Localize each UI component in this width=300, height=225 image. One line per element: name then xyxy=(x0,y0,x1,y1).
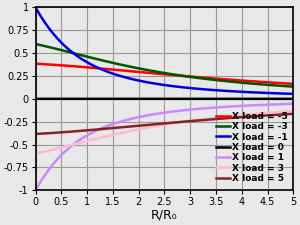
X load = -5 xyxy=(79,65,82,68)
X load = -5 xyxy=(34,62,37,65)
X load = -5 xyxy=(259,81,262,83)
X load = -3 xyxy=(79,54,82,56)
X load = -1 xyxy=(79,57,82,59)
X load = 3 xyxy=(63,145,67,148)
X load = 5 xyxy=(79,130,82,132)
X load = 5 xyxy=(292,112,295,115)
X load = -3 xyxy=(34,43,37,45)
X load = -1 xyxy=(144,81,147,83)
X load = 3 xyxy=(286,110,290,113)
X load = 5 xyxy=(259,115,262,117)
X load = 0 xyxy=(133,97,136,100)
X load = 0 xyxy=(79,97,82,100)
X load = -3 xyxy=(292,85,295,88)
Line: X load = 1: X load = 1 xyxy=(35,104,293,190)
X load = 1 xyxy=(292,102,295,105)
X load = 3 xyxy=(292,110,295,112)
X load = 3 xyxy=(144,127,147,129)
Legend: X load = -5, X load = -3, X load = -1, X load = 0, X load = 1, X load = 3, X loa: X load = -5, X load = -3, X load = -1, X… xyxy=(215,111,289,184)
X load = 5 xyxy=(63,131,67,133)
Line: X load = 5: X load = 5 xyxy=(35,114,293,134)
X load = 0 xyxy=(292,97,295,100)
Line: X load = -1: X load = -1 xyxy=(35,7,293,94)
X load = 3 xyxy=(34,152,37,155)
X load = 1 xyxy=(63,150,67,153)
X load = -5 xyxy=(63,64,67,67)
X load = -3 xyxy=(259,83,262,86)
X load = -1 xyxy=(259,91,262,94)
X load = 0 xyxy=(34,97,37,100)
X load = -5 xyxy=(133,70,136,73)
X load = -1 xyxy=(286,92,290,95)
Line: X load = -3: X load = -3 xyxy=(35,44,293,87)
X load = 3 xyxy=(79,141,82,144)
X load = 0 xyxy=(259,97,262,100)
X load = -3 xyxy=(63,50,67,52)
X load = 0 xyxy=(63,97,67,100)
X load = 1 xyxy=(144,114,147,117)
X load = 1 xyxy=(259,104,262,106)
X load = -5 xyxy=(292,83,295,85)
X load = -1 xyxy=(63,45,67,47)
X load = 0 xyxy=(286,97,290,100)
X load = 3 xyxy=(259,112,262,115)
X load = 3 xyxy=(133,129,136,131)
X-axis label: R/R₀: R/R₀ xyxy=(151,209,178,222)
X load = 5 xyxy=(286,113,290,115)
X load = 5 xyxy=(34,133,37,135)
X load = -1 xyxy=(133,78,136,81)
X load = 1 xyxy=(79,138,82,141)
Line: X load = -5: X load = -5 xyxy=(35,64,293,84)
X load = -5 xyxy=(144,71,147,74)
X load = 5 xyxy=(144,124,147,126)
Line: X load = 3: X load = 3 xyxy=(35,111,293,154)
X load = -1 xyxy=(292,92,295,95)
X load = 0 xyxy=(144,97,147,100)
X load = 1 xyxy=(34,189,37,191)
X load = 1 xyxy=(133,117,136,119)
X load = -5 xyxy=(286,82,290,85)
X load = -3 xyxy=(144,68,147,71)
X load = 1 xyxy=(286,103,290,105)
X load = -1 xyxy=(34,6,37,9)
X load = -3 xyxy=(286,85,290,88)
X load = -3 xyxy=(133,66,136,69)
X load = 5 xyxy=(133,125,136,127)
